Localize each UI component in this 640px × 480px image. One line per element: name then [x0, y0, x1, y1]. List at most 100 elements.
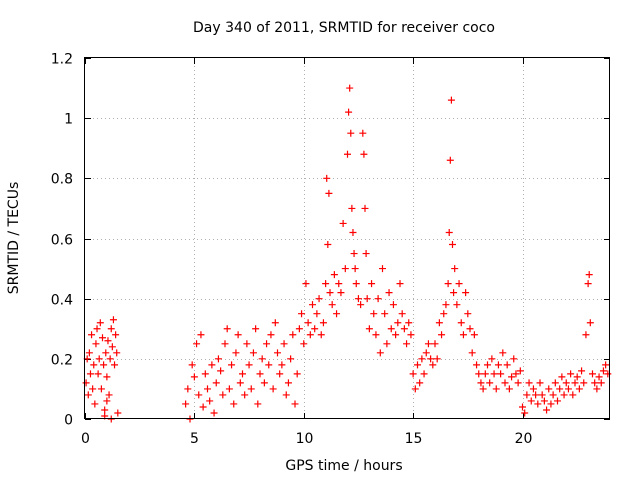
data-point	[284, 379, 292, 387]
data-point	[497, 370, 505, 378]
data-point	[225, 385, 233, 393]
data-point	[523, 391, 531, 399]
data-point	[337, 289, 345, 297]
data-points	[82, 84, 612, 423]
data-point	[101, 406, 109, 414]
data-point	[446, 156, 454, 164]
data-point	[113, 349, 121, 357]
data-point	[204, 385, 211, 393]
y-tick-label: 0.6	[51, 233, 73, 249]
data-point	[89, 385, 97, 393]
data-point	[591, 379, 599, 387]
data-point	[407, 331, 415, 339]
data-point	[341, 265, 349, 273]
data-point	[102, 349, 110, 357]
data-point	[360, 150, 368, 158]
data-point	[108, 343, 116, 351]
data-point	[256, 370, 264, 378]
data-point	[379, 265, 386, 273]
y-axis-label: SRMTID / TECUs	[6, 182, 22, 295]
data-point	[214, 355, 222, 363]
data-point	[372, 331, 380, 339]
data-point	[584, 280, 592, 288]
x-axis-label: GPS time / hours	[285, 458, 402, 474]
data-point	[317, 331, 325, 339]
data-point	[330, 271, 338, 279]
data-point	[323, 174, 331, 182]
data-point	[547, 400, 555, 408]
data-point	[195, 391, 203, 399]
data-point	[280, 340, 288, 348]
data-point	[282, 391, 290, 399]
data-point	[325, 189, 333, 197]
x-tick-label: 20	[515, 431, 533, 447]
data-point	[422, 349, 430, 357]
data-point	[107, 325, 115, 333]
data-point	[324, 241, 332, 249]
data-point	[349, 228, 357, 236]
data-point	[109, 316, 117, 324]
data-point	[381, 310, 389, 318]
data-point	[309, 301, 316, 309]
data-point	[300, 340, 308, 348]
data-point	[462, 289, 470, 297]
data-point	[350, 250, 358, 258]
data-point	[319, 319, 327, 327]
data-point	[562, 379, 570, 387]
data-point	[217, 367, 225, 375]
data-point	[106, 355, 114, 363]
data-point	[315, 295, 323, 303]
data-point	[82, 379, 90, 387]
data-point	[193, 340, 201, 348]
data-point	[354, 295, 362, 303]
data-point	[569, 391, 577, 399]
data-point	[394, 319, 402, 327]
data-point	[298, 310, 306, 318]
data-point	[271, 319, 279, 327]
data-point	[376, 349, 384, 357]
data-point	[269, 385, 277, 393]
data-point	[243, 340, 251, 348]
data-point	[416, 379, 424, 387]
data-point	[409, 370, 417, 378]
data-point	[578, 367, 586, 375]
data-point	[105, 391, 113, 399]
data-point	[549, 391, 557, 399]
data-point	[455, 280, 463, 288]
x-tick-label: 0	[81, 431, 90, 447]
data-point	[479, 385, 487, 393]
data-point	[97, 385, 105, 393]
data-point	[560, 391, 568, 399]
data-point	[593, 385, 601, 393]
data-point	[420, 370, 428, 378]
data-point	[339, 219, 347, 227]
data-point	[234, 331, 242, 339]
data-point	[445, 228, 453, 236]
data-point	[99, 334, 106, 342]
data-point	[486, 379, 494, 387]
data-point	[103, 397, 111, 405]
data-point	[400, 325, 408, 333]
data-point	[573, 373, 581, 381]
data-point	[88, 331, 96, 339]
grid	[85, 58, 610, 419]
data-point	[473, 361, 481, 369]
data-point	[580, 379, 588, 387]
data-point	[190, 373, 198, 381]
data-point	[494, 361, 502, 369]
data-point	[383, 340, 391, 348]
data-point	[267, 331, 275, 339]
data-point	[335, 280, 343, 288]
data-point	[111, 361, 119, 369]
data-point	[453, 301, 461, 309]
data-point	[91, 400, 99, 408]
data-point	[103, 373, 111, 381]
data-point	[245, 361, 253, 369]
data-point	[95, 355, 103, 363]
data-point	[96, 319, 104, 327]
data-point	[304, 319, 312, 327]
data-point	[363, 295, 371, 303]
axes: 0 0.2 0.4 0.6 0.8 1 1.2 0 5 10 15 20	[51, 52, 610, 447]
data-point	[239, 370, 246, 378]
